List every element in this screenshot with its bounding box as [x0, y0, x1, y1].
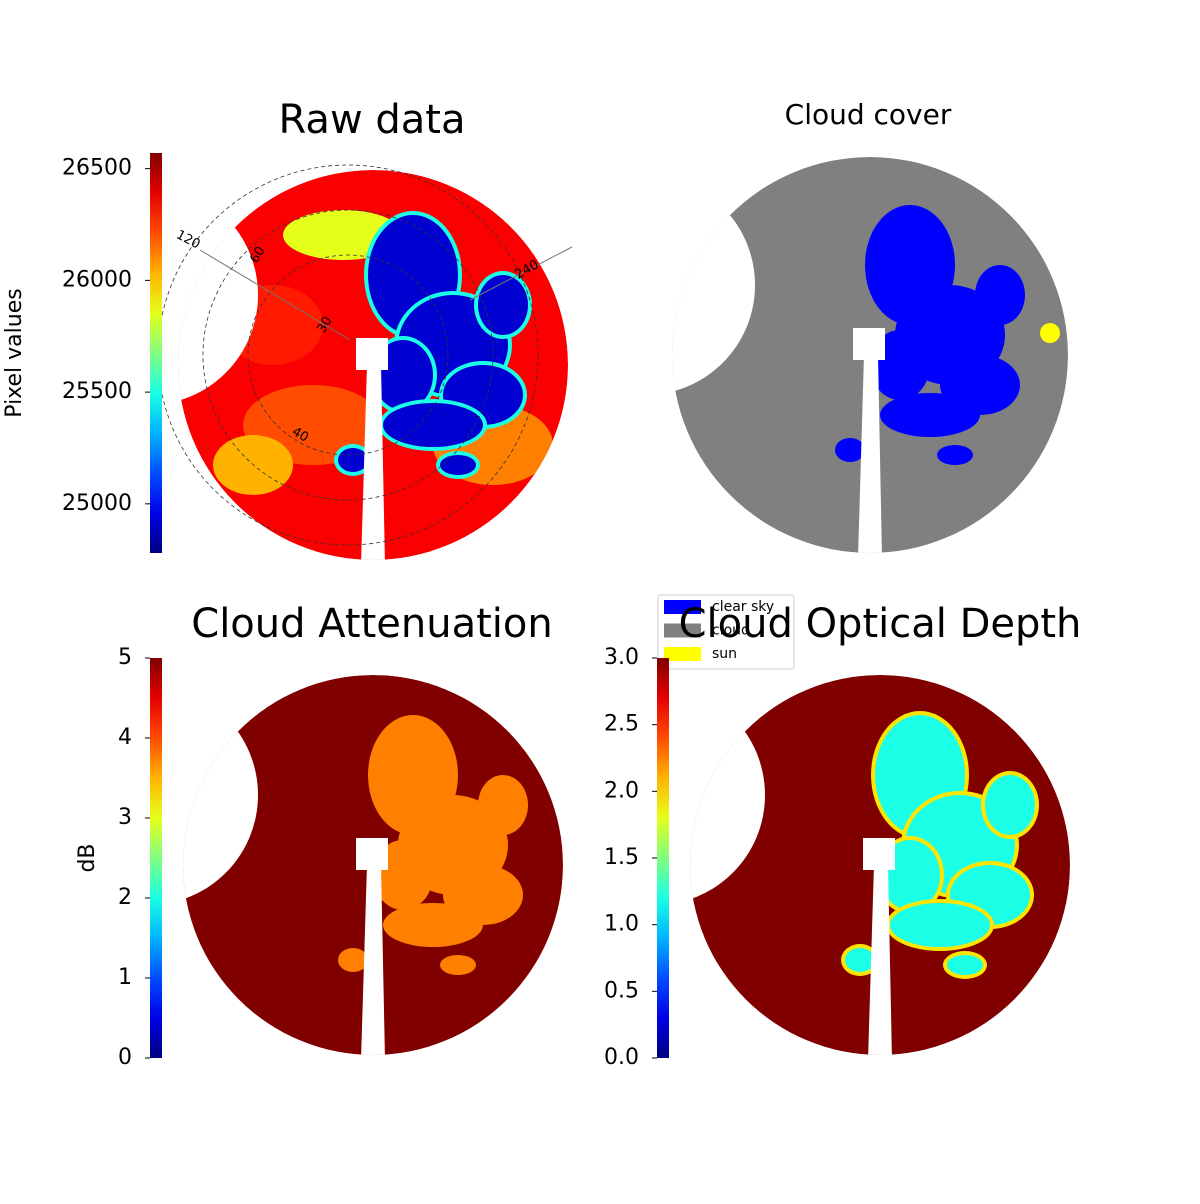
blob — [975, 265, 1025, 325]
legend-label: clear sky — [712, 599, 774, 615]
blob — [478, 775, 528, 835]
colorbar-tick-label: 0.5 — [604, 978, 639, 1003]
legend-label: sun — [712, 646, 737, 662]
colorbar-tick-label: 1.5 — [604, 845, 639, 870]
mask — [690, 685, 765, 905]
panel-title: Cloud Attenuation — [191, 601, 552, 647]
colorbar-label: Pixel values — [2, 288, 27, 417]
colorbar — [657, 658, 669, 1058]
blob — [440, 955, 476, 975]
blob — [440, 455, 476, 475]
colorbar-tick-label: 0 — [118, 1045, 132, 1070]
mask — [356, 338, 388, 370]
legend-label: cloud — [712, 623, 750, 639]
polar-label: 40 — [289, 424, 311, 445]
colorbar-tick-label: 26500 — [62, 156, 132, 181]
mask — [361, 365, 385, 560]
colorbar-tick-label: 5 — [118, 645, 132, 670]
panel-title: Cloud Optical Depth — [679, 601, 1082, 647]
colorbar-tick-label: 1 — [118, 965, 132, 990]
sky-image — [178, 170, 568, 560]
blob — [478, 275, 528, 335]
colorbar — [150, 153, 162, 553]
sky-image — [183, 675, 563, 1055]
colorbar-tick-label: 0.0 — [604, 1045, 639, 1070]
blob — [835, 438, 865, 462]
blob — [383, 403, 483, 447]
polar-grid — [247, 254, 449, 456]
colorbar-tick-label: 2 — [118, 885, 132, 910]
blob — [937, 445, 973, 465]
mask — [361, 865, 385, 1055]
polar-label: 30 — [314, 314, 335, 336]
mask — [863, 838, 895, 870]
colorbar-tick-label: 25500 — [62, 379, 132, 404]
blob — [338, 948, 368, 972]
legend-swatch — [664, 623, 701, 638]
sun — [1040, 323, 1060, 343]
panel-title: Raw data — [279, 97, 466, 143]
colorbar-tick-label: 3.0 — [604, 645, 639, 670]
blob — [947, 955, 983, 975]
polar-grid — [202, 209, 494, 501]
blob — [383, 903, 483, 947]
mask — [178, 185, 258, 405]
colorbar-tick-label: 2.5 — [604, 712, 639, 737]
blob — [880, 393, 980, 437]
colorbar-label: dB — [75, 843, 100, 872]
blob — [338, 448, 368, 472]
panel-title: Cloud cover — [785, 98, 952, 131]
mask — [183, 685, 258, 905]
blob — [845, 948, 875, 972]
colorbar-tick-label: 4 — [118, 725, 132, 750]
mask — [858, 355, 882, 553]
polar-label: 60 — [247, 244, 268, 266]
mask — [672, 175, 755, 395]
legend-swatch — [664, 600, 701, 614]
colorbar — [150, 658, 162, 1058]
colorbar-tick-label: 3 — [118, 805, 132, 830]
legend-swatch — [664, 647, 701, 661]
mask — [853, 328, 885, 360]
blob — [890, 903, 990, 947]
blob — [985, 775, 1035, 835]
colorbar-tick-label: 1.0 — [604, 912, 639, 937]
colorbar-tick-label: 2.0 — [604, 778, 639, 803]
colorbar-tick-label: 25000 — [62, 491, 132, 516]
mask — [868, 865, 892, 1055]
polar-axis — [469, 246, 573, 301]
sky-image — [672, 157, 1068, 553]
polar-label: 120 — [174, 228, 203, 253]
mask — [356, 838, 388, 870]
sky-image — [690, 675, 1070, 1055]
polar-axis — [199, 249, 351, 341]
colorbar-tick-label: 26000 — [62, 267, 132, 292]
